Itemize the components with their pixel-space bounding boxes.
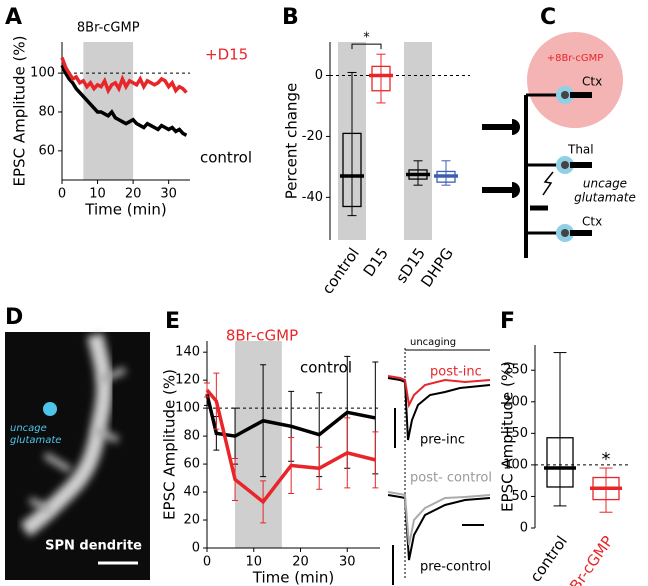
y-tick-label: 120	[175, 373, 200, 388]
x-tick-label: D15	[360, 245, 392, 280]
x-tick-label: 0	[58, 187, 66, 202]
bath-label: +8Br-cGMP	[547, 53, 604, 64]
x-axis-label: Time (min)	[252, 569, 334, 586]
series-line	[205, 388, 376, 505]
y-tick-label: 100	[30, 66, 55, 81]
y-tick-label: 200	[503, 394, 528, 409]
y-tick-label: 0	[315, 68, 323, 83]
box	[342, 132, 362, 208]
x-tick-label: 20	[292, 555, 309, 570]
input-label: Thal	[567, 143, 594, 157]
trace-label: pre-inc	[420, 433, 465, 448]
trace-label: post-inc	[430, 365, 482, 380]
panel-label: F	[500, 309, 515, 334]
y-tick-label: 50	[511, 489, 528, 504]
series-line	[60, 56, 188, 95]
y-tick-label: 140	[175, 345, 200, 360]
significance-bracket	[351, 43, 382, 50]
panel-label: D	[5, 305, 23, 330]
x-tick-label: 0	[203, 555, 211, 570]
y-axis-label: EPSC Amplitude (%)	[161, 369, 179, 520]
marker-label: glutamate	[10, 435, 61, 446]
uncage-spot	[43, 402, 57, 416]
panel-label: B	[282, 5, 299, 30]
y-tick-label: 40	[183, 485, 200, 500]
series-line	[205, 393, 376, 438]
micrograph: D uncage glutamate SPN dendrite	[5, 305, 150, 580]
shade-label: 8Br-cGMP	[77, 21, 140, 36]
input-label: Ctx	[582, 75, 602, 89]
input-label: Ctx	[582, 215, 602, 229]
y-tick-label: 0	[520, 521, 528, 536]
terminal	[561, 229, 569, 237]
trace-post	[387, 375, 491, 409]
x-axis-label: Time (min)	[84, 201, 166, 219]
trace-label: pre-control	[420, 560, 491, 575]
series-line	[60, 64, 188, 137]
y-tick-label: 100	[175, 401, 200, 416]
error-bar	[204, 382, 210, 398]
y-tick-label: 100	[503, 457, 528, 472]
bath-area	[527, 32, 623, 128]
y-tick-label: 80	[183, 429, 200, 444]
stimulus-label: uncage	[583, 177, 627, 191]
y-axis-label: Percent change	[283, 83, 301, 199]
x-tick-label: 8Br-cGMP	[561, 533, 617, 586]
shade	[83, 42, 134, 180]
terminal	[561, 91, 569, 99]
annotation: *	[602, 449, 611, 470]
series-label: control	[300, 359, 352, 377]
box	[371, 65, 391, 92]
y-tick-label: -40	[302, 190, 323, 205]
trace-label: post- control	[410, 471, 492, 486]
y-tick-label: 60	[38, 143, 55, 158]
synapse	[512, 182, 520, 198]
y-tick-label: 0	[192, 541, 200, 556]
stim-label: uncaging	[410, 337, 456, 348]
trace-pre	[387, 377, 491, 441]
series-label: +D15	[205, 46, 248, 64]
marker-label: uncage	[10, 423, 47, 434]
panel-label: A	[5, 5, 22, 30]
trace-pre	[387, 494, 491, 561]
panel-label: E	[165, 309, 180, 334]
shade	[235, 341, 282, 548]
traces: uncaging post-inc pre-inc post- control …	[387, 337, 492, 585]
x-tick-label: control	[526, 533, 571, 586]
y-tick-label: 80	[38, 104, 55, 119]
y-tick-label: 20	[183, 513, 200, 528]
x-tick-label: 20	[125, 187, 142, 202]
synapse	[512, 119, 520, 135]
lightning	[542, 171, 554, 196]
trace-post	[387, 491, 491, 546]
spines-image	[28, 366, 127, 514]
diagram: C +8Br-cGMP Ctx Thal Ctx uncage glutamat…	[482, 5, 636, 258]
terminal	[561, 161, 569, 169]
x-tick-label: 30	[160, 187, 177, 202]
stimulus-label: glutamate	[574, 191, 636, 205]
y-tick-label: 60	[183, 457, 200, 472]
x-tick-label: 30	[339, 555, 356, 570]
image-caption: SPN dendrite	[45, 539, 142, 554]
x-tick-label: control	[318, 245, 363, 298]
y-tick-label: 250	[503, 363, 528, 378]
x-tick-label: 10	[89, 187, 106, 202]
panel-label: C	[540, 5, 556, 30]
y-tick-label: 150	[503, 426, 528, 441]
x-tick-label: 10	[245, 555, 262, 570]
box	[546, 437, 574, 488]
series-label: control	[200, 149, 252, 167]
y-axis-label: EPSC Amplitude (%)	[499, 361, 517, 512]
shade	[404, 42, 432, 240]
y-axis-label: EPSC Amplitude (%)	[11, 36, 29, 187]
series-label: 8Br-cGMP	[226, 327, 298, 345]
y-tick-label: -20	[302, 129, 323, 144]
annotation: *	[363, 31, 370, 46]
